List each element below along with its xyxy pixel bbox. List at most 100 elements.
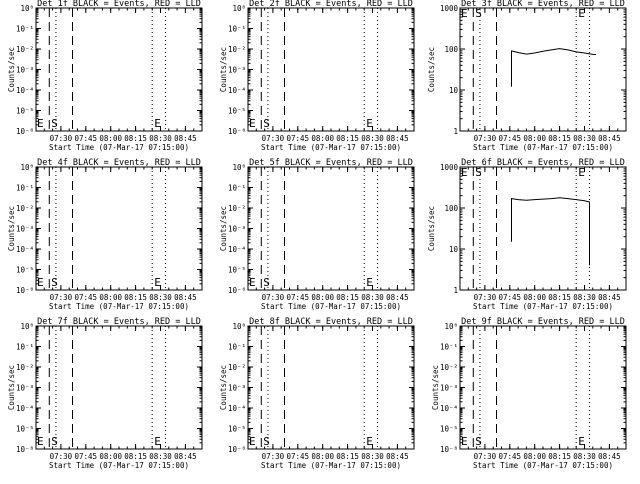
x-tick-label: 08:45 — [386, 134, 409, 143]
panel-det-6: Det 6f BLACK = Events, RED = LLD 1 10 100 10… — [427, 158, 627, 311]
plot-frame — [247, 7, 415, 132]
y-tick-label: 10⁻⁵ — [16, 107, 34, 116]
y-tick-label: 10⁻³ — [440, 384, 458, 393]
x-tick-label: 08:15 — [548, 452, 571, 461]
panel-title: Det 7f BLACK = Events, RED = LLD — [37, 317, 201, 327]
y-tick-label: 10⁻¹ — [16, 25, 34, 34]
y-tick-label: 10⁻³ — [16, 225, 34, 234]
x-tick-label: 07:30 — [474, 452, 497, 461]
x-tick-label: 07:30 — [262, 134, 285, 143]
x-tick-label: 08:45 — [598, 452, 621, 461]
marker-label: E — [249, 276, 256, 289]
plot-frame — [35, 7, 203, 132]
y-tick-label: 10⁻⁴ — [228, 86, 246, 95]
x-tick-label: 08:30 — [361, 293, 384, 302]
plot-frame — [247, 166, 415, 291]
x-tick-label: 08:30 — [149, 293, 172, 302]
x-axis-label: Start Time (07-Mar-17 07:15:00) — [261, 302, 401, 311]
x-tick-label: 08:45 — [174, 293, 197, 302]
x-axis-label: Start Time (07-Mar-17 07:15:00) — [261, 461, 401, 470]
x-tick-label: 07:30 — [50, 452, 73, 461]
y-tick-label: 10⁰ — [20, 322, 34, 331]
x-tick-label: 07:45 — [75, 293, 98, 302]
x-tick-label: 08:00 — [523, 293, 546, 302]
x-tick-label: 08:30 — [361, 134, 384, 143]
y-tick-label: 10⁻³ — [228, 66, 246, 75]
x-tick-label: 07:30 — [50, 134, 73, 143]
panel-title: Det 5f BLACK = Events, RED = LLD — [249, 158, 413, 168]
panel-title: Det 4f BLACK = Events, RED = LLD — [37, 158, 201, 168]
y-tick-label: 10⁰ — [20, 163, 34, 172]
x-tick-label: 08:15 — [548, 134, 571, 143]
plot-frame — [35, 325, 203, 450]
x-axis-label: Start Time (07-Mar-17 07:15:00) — [473, 302, 613, 311]
x-tick-label: 08:45 — [386, 452, 409, 461]
y-tick-label: 10⁻¹ — [228, 184, 246, 193]
marker-label: E — [578, 435, 585, 448]
x-axis-label: Start Time (07-Mar-17 07:15:00) — [473, 461, 613, 470]
y-tick-label: 10⁻⁵ — [440, 425, 458, 434]
y-tick-label: 10⁻³ — [228, 225, 246, 234]
x-tick-label: 08:00 — [311, 134, 334, 143]
y-tick-label: 10⁰ — [232, 4, 246, 13]
panel-det-5: Det 5f BLACK = Events, RED = LLD 10⁻⁶ 10⁻⁵… — [219, 158, 415, 311]
panel-title: Det 6f BLACK = Events, RED = LLD — [461, 158, 625, 168]
y-tick-label: 10⁻⁶ — [228, 445, 246, 454]
panel-det-2: Det 2f BLACK = Events, RED = LLD 10⁻⁶ 10⁻⁵… — [219, 0, 415, 152]
marker-label: E — [37, 117, 44, 130]
x-tick-label: 08:30 — [573, 293, 596, 302]
plot-frame — [459, 166, 627, 291]
x-tick-label: 07:45 — [75, 134, 98, 143]
x-tick-label: 08:15 — [124, 452, 147, 461]
x-tick-label: 07:30 — [262, 452, 285, 461]
x-tick-label: 08:45 — [174, 134, 197, 143]
x-tick-label: 07:45 — [499, 134, 522, 143]
marker-label: S — [263, 435, 270, 448]
marker-label: E — [154, 435, 161, 448]
y-tick-label: 10⁻² — [228, 204, 246, 213]
marker-label: S — [263, 117, 270, 130]
y-axis-label: Counts/sec — [219, 365, 228, 410]
y-tick-label: 10⁻¹ — [228, 25, 246, 34]
y-tick-label: 10⁰ — [232, 163, 246, 172]
marker-label: E — [37, 435, 44, 448]
y-tick-label: 10⁰ — [20, 4, 34, 13]
y-tick-label: 10⁻¹ — [16, 343, 34, 352]
events-series-line — [511, 48, 597, 87]
plot-frame — [459, 325, 627, 450]
y-tick-label: 10⁻⁴ — [16, 86, 34, 95]
plot-frame — [35, 166, 203, 291]
plot-frame — [459, 7, 627, 132]
y-tick-label: 10⁻⁵ — [228, 266, 246, 275]
marker-label: E — [249, 117, 256, 130]
x-tick-label: 08:15 — [336, 293, 359, 302]
y-tick-label: 100 — [444, 45, 458, 54]
marker-label: E — [154, 276, 161, 289]
y-tick-label: 10⁻⁴ — [16, 245, 34, 254]
panel-title: Det 2f BLACK = Events, RED = LLD — [249, 0, 413, 9]
x-tick-label: 08:45 — [386, 293, 409, 302]
panel-det-7: Det 7f BLACK = Events, RED = LLD 10⁻⁶ 10⁻⁵… — [7, 317, 203, 470]
panel-title: Det 9f BLACK = Events, RED = LLD — [461, 317, 625, 327]
x-tick-label: 08:00 — [99, 293, 122, 302]
y-tick-label: 10 — [449, 245, 459, 254]
y-axis-label: Counts/sec — [7, 206, 16, 251]
x-tick-label: 07:30 — [262, 293, 285, 302]
y-tick-label: 10⁻¹ — [228, 343, 246, 352]
y-tick-label: 10⁻³ — [228, 384, 246, 393]
y-tick-label: 10⁻⁴ — [440, 404, 458, 413]
y-tick-label: 10 — [449, 86, 459, 95]
x-tick-label: 08:00 — [99, 452, 122, 461]
marker-label: S — [51, 435, 58, 448]
panel-title: Det 3f BLACK = Events, RED = LLD — [461, 0, 625, 9]
x-axis-label: Start Time (07-Mar-17 07:15:00) — [261, 143, 401, 152]
x-tick-label: 07:45 — [499, 452, 522, 461]
x-tick-label: 08:00 — [523, 452, 546, 461]
marker-label: E — [461, 7, 468, 20]
y-tick-label: 10⁻⁵ — [16, 266, 34, 275]
y-axis-label: Counts/sec — [7, 47, 16, 92]
y-tick-label: 10⁻⁴ — [16, 404, 34, 413]
y-axis-label: Counts/sec — [431, 365, 440, 410]
marker-label: E — [154, 117, 161, 130]
